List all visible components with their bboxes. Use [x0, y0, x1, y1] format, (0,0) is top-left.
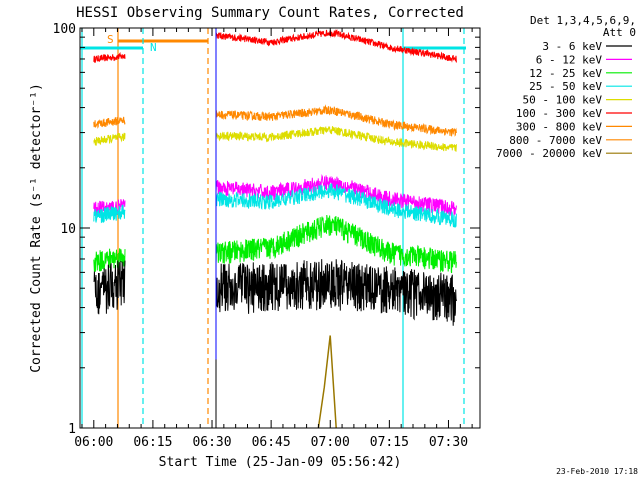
x-tick-label: 06:45 [252, 435, 291, 450]
x-tick-label: 06:30 [192, 435, 231, 450]
x-tick-label: 07:15 [370, 435, 409, 450]
legend-header-line2: Att 0 [603, 26, 636, 39]
y-tick-label: 100 [53, 22, 76, 37]
legend-label: 12 - 25 keV [529, 67, 602, 80]
x-axis: 06:00 06:15 06:30 06:45 07:00 07:15 07:30 [74, 28, 473, 450]
timestamp: 23-Feb-2010 17:18 [556, 467, 638, 476]
series-line-50-100kev [93, 126, 457, 152]
x-tick-label: 06:15 [133, 435, 172, 450]
plot-area: SN [80, 28, 466, 428]
y-axis: 1 10 100 [53, 22, 480, 437]
legend-label: 7000 - 20000 keV [496, 147, 602, 160]
series-line-300-800kev [93, 104, 457, 137]
series-line-25-50kev [93, 183, 457, 228]
x-tick-label: 07:30 [429, 435, 468, 450]
legend-label: 300 - 800 keV [516, 120, 602, 133]
annotation-n: N [150, 41, 157, 54]
legend-label: 50 - 100 keV [523, 94, 603, 107]
y-tick-label: 1 [68, 422, 76, 437]
legend-label: 100 - 300 keV [516, 107, 602, 120]
chart-title: HESSI Observing Summary Count Rates, Cor… [76, 5, 464, 21]
y-axis-label: Corrected Count Rate (s⁻¹ detector⁻¹) [29, 83, 44, 373]
x-tick-label: 07:00 [311, 435, 350, 450]
annotation-s: S [107, 33, 114, 46]
x-tick-label: 06:00 [74, 435, 113, 450]
legend-label: 3 - 6 keV [542, 40, 602, 53]
legend-header-line1: Det 1,3,4,5,6,9, [530, 14, 636, 27]
series-line-7000-20000kev [317, 335, 337, 428]
legend-label: 6 - 12 keV [536, 53, 603, 66]
legend-label: 800 - 7000 keV [509, 134, 602, 147]
y-tick-label: 10 [60, 222, 76, 237]
series-line-12-25kev [93, 214, 457, 274]
legend-label: 25 - 50 keV [529, 80, 602, 93]
series-line-100-300kev [93, 28, 457, 63]
plot-frame [79, 27, 481, 429]
series-line-3-6kev [93, 259, 457, 326]
x-axis-label: Start Time (25-Jan-09 05:56:42) [159, 455, 402, 470]
